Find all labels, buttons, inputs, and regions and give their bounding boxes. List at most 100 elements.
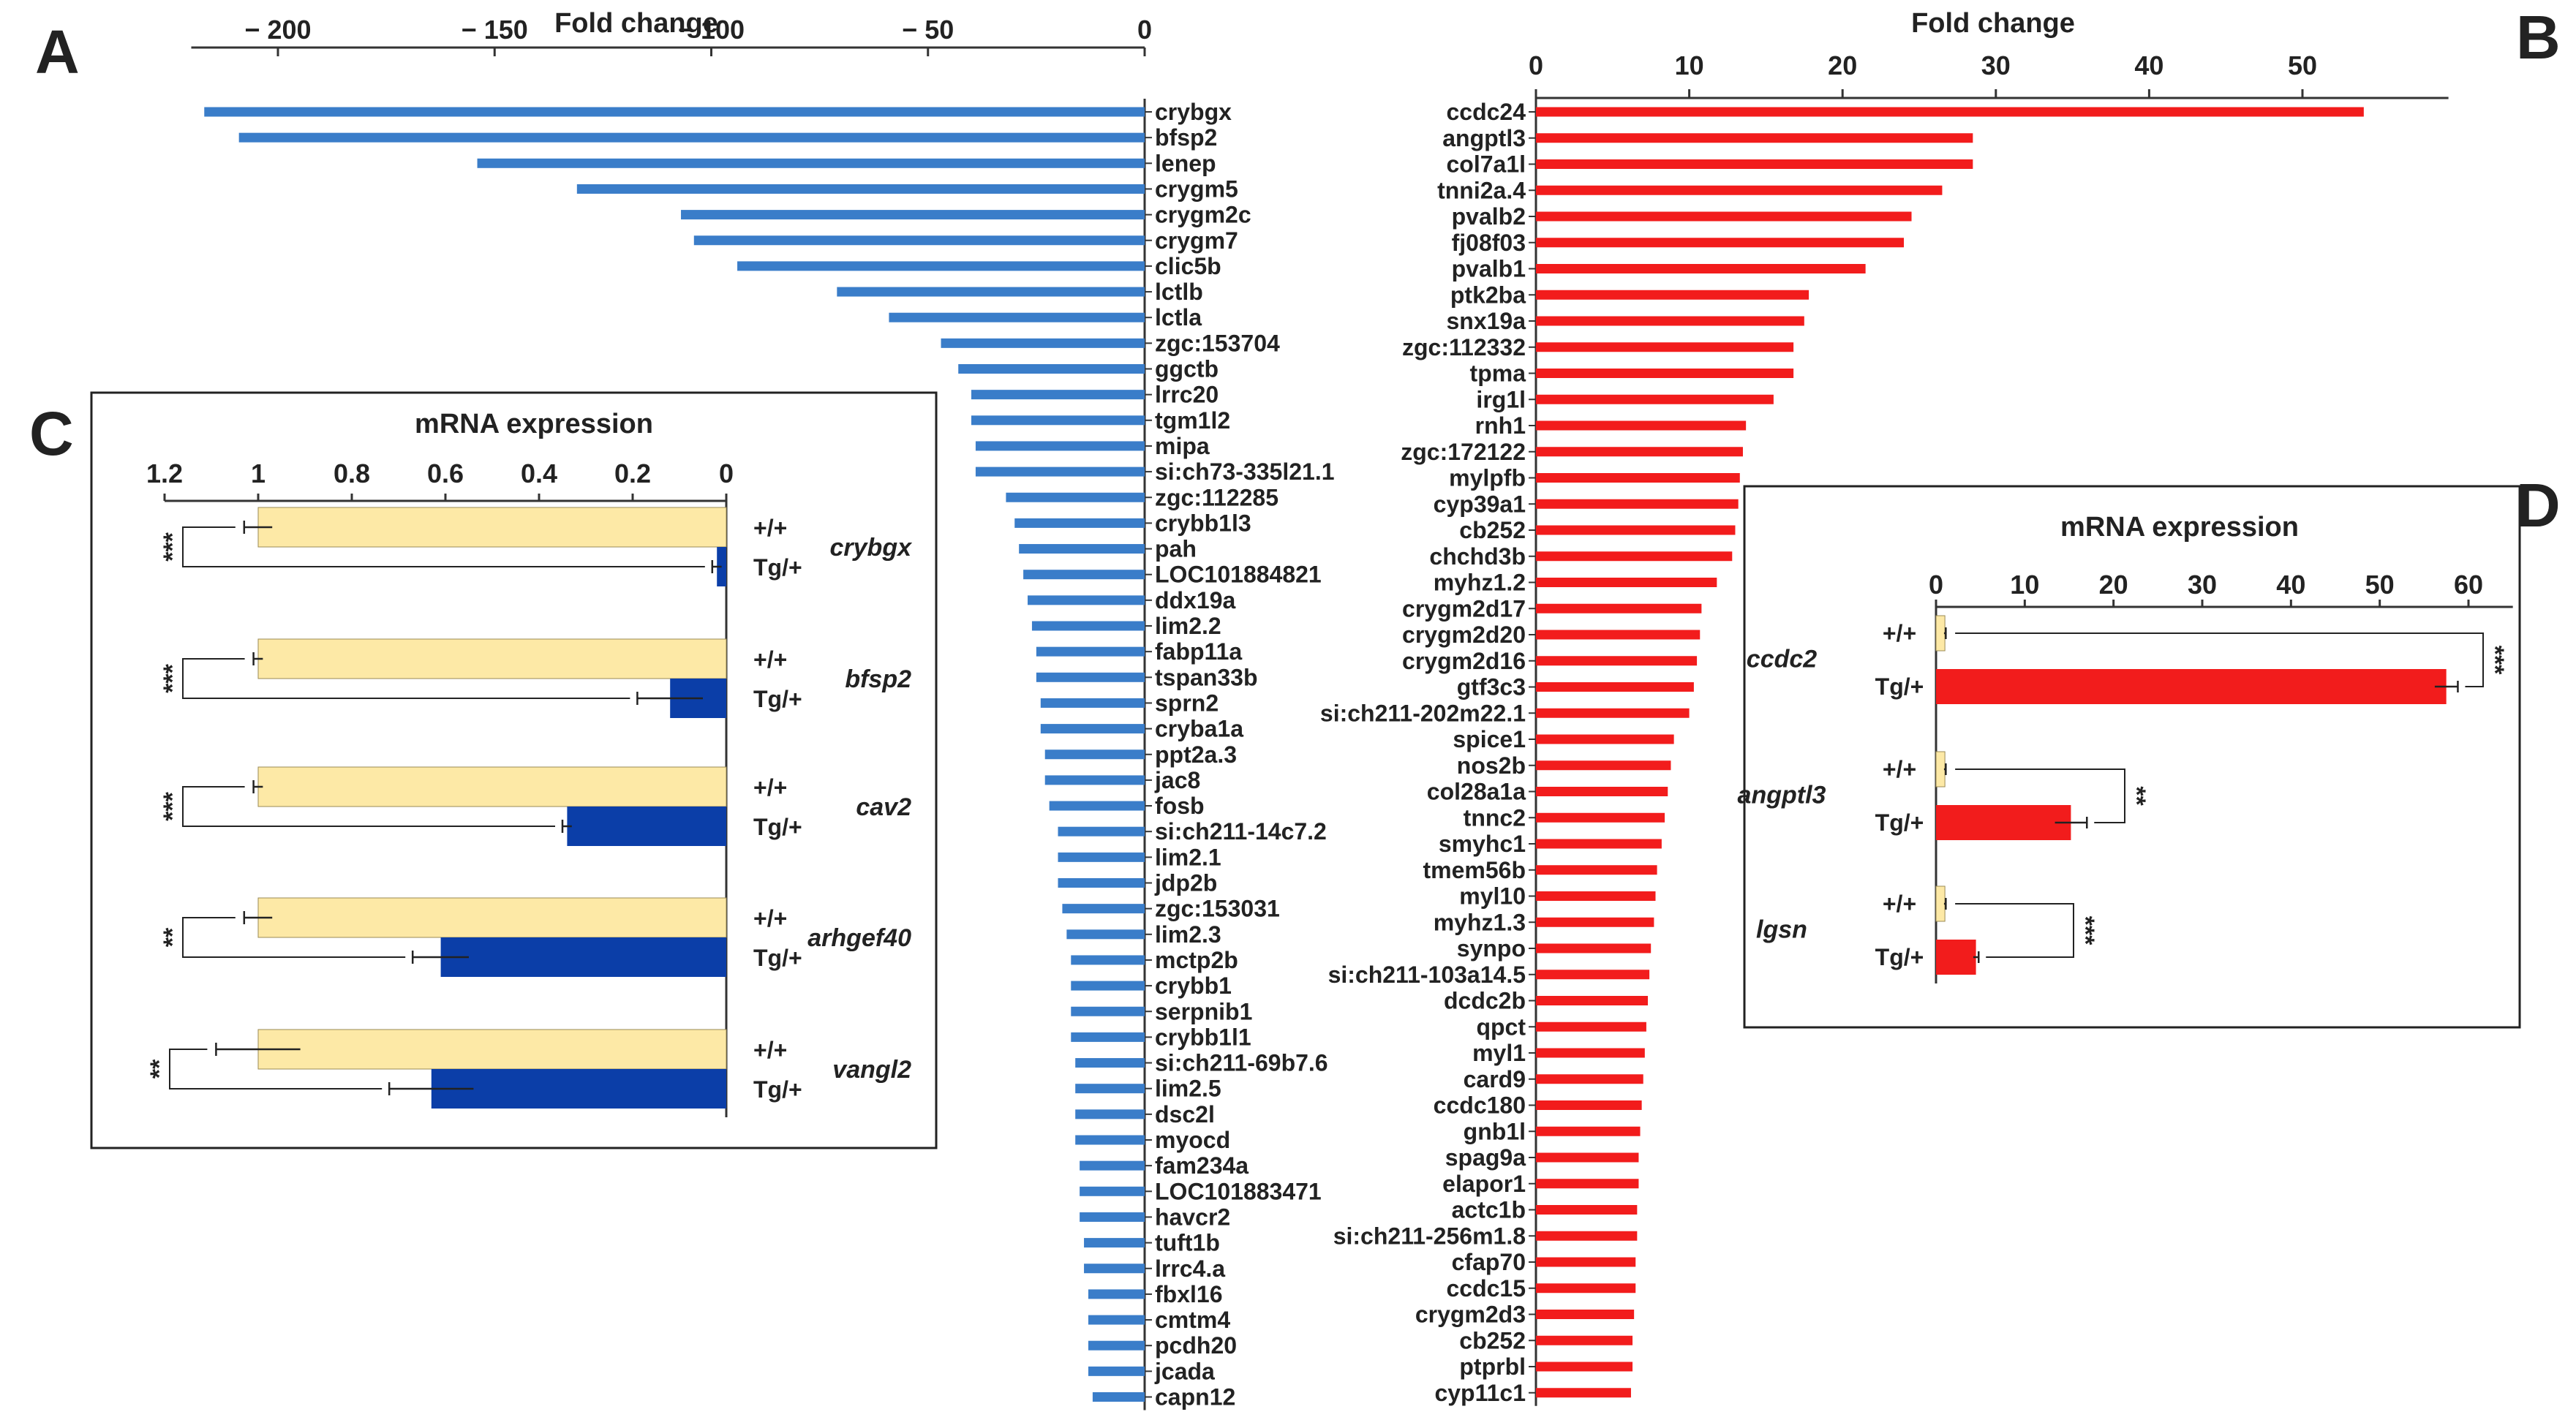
panel-c-bar-transgenic bbox=[567, 807, 726, 846]
panel-c-genotype-label: Tg/+ bbox=[753, 945, 802, 971]
panel-c-genotype-label: +/+ bbox=[753, 905, 787, 932]
panel-a-gene-label: lim2.2 bbox=[1155, 613, 1221, 639]
panel-b-bar bbox=[1536, 369, 1794, 378]
panel-c-bar-transgenic bbox=[440, 937, 726, 977]
panel-c-tick-label: 0.2 bbox=[614, 458, 651, 488]
panel-letter-c: C bbox=[29, 399, 74, 468]
panel-b-bar bbox=[1536, 133, 1973, 143]
panel-c-tick-label: 0 bbox=[719, 458, 734, 488]
panel-c-genotype-label: Tg/+ bbox=[753, 1076, 802, 1103]
panel-c-significance-label: ** bbox=[146, 1059, 173, 1079]
panel-b-bar bbox=[1536, 812, 1665, 823]
panel-b-bar bbox=[1536, 1231, 1638, 1241]
panel-b-gene-label: pvalb1 bbox=[1452, 256, 1526, 282]
panel-c-genotype-label: Tg/+ bbox=[753, 686, 802, 712]
panel-a-bar bbox=[1071, 981, 1145, 991]
panel-b-bar bbox=[1536, 551, 1733, 562]
panel-a-gene-label: lrrc4.a bbox=[1155, 1255, 1225, 1282]
panel-b-gene-label: cyp11c1 bbox=[1434, 1380, 1526, 1406]
panel-b-gene-label: angptl3 bbox=[1442, 125, 1526, 151]
panel-a-gene-label: crybb1l3 bbox=[1155, 510, 1251, 536]
panel-d-tick-label: 60 bbox=[2454, 570, 2483, 600]
panel-c-significance-bracket bbox=[182, 526, 705, 567]
panel-a-bar bbox=[1088, 1289, 1145, 1299]
panel-d-significance-bracket bbox=[1955, 903, 2074, 958]
panel-b-gene-label: cyp39a1 bbox=[1434, 491, 1526, 517]
panel-c-bar-wild-type bbox=[257, 766, 727, 807]
panel-b-gene-label: zgc:172122 bbox=[1401, 439, 1526, 465]
panel-b-gene-label: si:ch211-103a14.5 bbox=[1328, 962, 1526, 988]
panel-a-gene-label: zgc:153031 bbox=[1155, 896, 1280, 922]
panel-a-bar bbox=[238, 132, 1145, 143]
panel-b-bar bbox=[1536, 316, 1804, 326]
panel-b-gene-label: ccdc180 bbox=[1434, 1092, 1526, 1119]
panel-d-chart: 0 10 20 30 40 50 60 +/+ Tg/+ *** ccdc2 +/+ Tg/+ ** ang… bbox=[1738, 570, 2513, 983]
panel-a-bar bbox=[477, 158, 1145, 168]
panel-b-gene-label: si:ch211-256m1.8 bbox=[1333, 1223, 1526, 1249]
panel-b-gene-label: ptprbl bbox=[1459, 1353, 1526, 1380]
panel-b-bar bbox=[1536, 1021, 1646, 1032]
panel-b-bar bbox=[1536, 760, 1671, 771]
panel-b-gene-label: ptk2ba bbox=[1450, 282, 1526, 308]
panel-a-bar bbox=[958, 364, 1145, 374]
panel-a-bar bbox=[681, 210, 1145, 220]
panel-b-bar bbox=[1536, 917, 1654, 927]
panel-letter-a: A bbox=[35, 18, 80, 86]
panel-a-gene-label: jac8 bbox=[1154, 767, 1200, 793]
panel-a-bar bbox=[1044, 749, 1145, 760]
panel-b-gene-label: crygm2d20 bbox=[1402, 622, 1526, 648]
panel-b-bar bbox=[1536, 734, 1674, 744]
panel-d-genotype-label: +/+ bbox=[1883, 891, 1916, 917]
panel-c-genotype-label: +/+ bbox=[753, 1037, 787, 1063]
panel-d-genotype-label: +/+ bbox=[1883, 756, 1916, 782]
panel-a-gene-label: lenep bbox=[1155, 150, 1216, 176]
panel-a-bar bbox=[1080, 1186, 1145, 1196]
panel-a-gene-label: lctla bbox=[1155, 304, 1202, 331]
panel-c-significance-bracket bbox=[182, 786, 555, 827]
panel-a-gene-label: lim2.5 bbox=[1155, 1076, 1221, 1102]
panel-c-gene-label: cav2 bbox=[856, 793, 911, 821]
panel-a-gene-label: fbxl16 bbox=[1155, 1281, 1222, 1307]
panel-c-gene-label: vangl2 bbox=[832, 1056, 911, 1084]
panel-c-chart: 1.2 1 0.8 0.6 0.4 0.2 0 +/+ Tg/+ *** crybgx +/+ Tg/+… bbox=[146, 458, 913, 1117]
panel-a-bar bbox=[1075, 1058, 1145, 1068]
panel-c-significance-label: *** bbox=[159, 663, 187, 692]
panel-b-bar bbox=[1536, 682, 1694, 692]
panel-a-gene-label: bfsp2 bbox=[1155, 124, 1217, 151]
panel-a-bar bbox=[1044, 775, 1145, 785]
panel-b-gene-label: col28a1a bbox=[1427, 779, 1526, 805]
panel-a-bar bbox=[1019, 544, 1145, 554]
panel-b-bar bbox=[1536, 656, 1698, 666]
panel-a-bar bbox=[1066, 929, 1145, 940]
panel-b-bar bbox=[1536, 1074, 1643, 1084]
panel-b-gene-label: spag9a bbox=[1445, 1144, 1526, 1171]
panel-b-gene-label: crygm2d17 bbox=[1402, 595, 1526, 622]
panel-b-gene-label: myhz1.2 bbox=[1434, 570, 1526, 596]
panel-a-gene-label: cryba1a bbox=[1155, 716, 1243, 742]
panel-b-gene-label: si:ch211-202m22.1 bbox=[1320, 700, 1526, 726]
panel-b-chart: 0 10 20 30 40 50ccdc24angptl3col7a1ltnni2a.4p… bbox=[1320, 50, 2449, 1406]
panel-a-bar bbox=[971, 415, 1145, 426]
panel-a-gene-label: ddx19a bbox=[1155, 587, 1235, 613]
panel-b-bar bbox=[1536, 1257, 1636, 1267]
panel-a-title: Fold change bbox=[554, 8, 718, 39]
panel-b-gene-label: rnh1 bbox=[1475, 412, 1526, 439]
panel-a-bar bbox=[1084, 1238, 1145, 1248]
panel-a-bar bbox=[971, 390, 1145, 400]
panel-b-gene-label: actc1b bbox=[1452, 1197, 1526, 1223]
panel-a-gene-label: fosb bbox=[1155, 793, 1205, 819]
panel-d-bar-wild-type bbox=[1935, 615, 1946, 652]
panel-b-bar bbox=[1536, 1205, 1638, 1215]
panel-b-tick-label: 40 bbox=[2134, 50, 2163, 80]
panel-b-gene-label: elapor1 bbox=[1442, 1171, 1526, 1197]
panel-c-gene-label: arhgef40 bbox=[807, 924, 911, 952]
panel-c-bar-wild-type bbox=[257, 897, 727, 938]
panel-a-gene-label: LOC101883471 bbox=[1155, 1178, 1322, 1204]
panel-b-gene-label: crygm2d3 bbox=[1415, 1302, 1526, 1328]
panel-b-gene-label: fj08f03 bbox=[1452, 230, 1526, 256]
panel-a-bar bbox=[1062, 904, 1145, 914]
panel-c-bar-wild-type bbox=[257, 1029, 727, 1070]
panel-b-gene-label: gtf3c3 bbox=[1457, 674, 1526, 700]
panel-b-gene-label: zgc:112332 bbox=[1402, 334, 1526, 360]
